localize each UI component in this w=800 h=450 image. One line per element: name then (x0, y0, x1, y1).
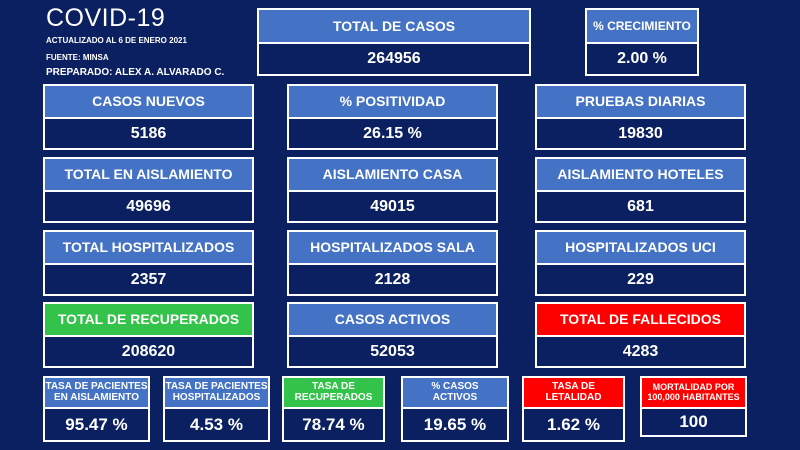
card-value: 208620 (43, 337, 254, 368)
card-label: AISLAMIENTO CASA (287, 157, 498, 192)
card-pruebas-diarias: PRUEBAS DIARIAS 19830 (535, 84, 746, 150)
rate-value: 95.47 % (43, 409, 150, 442)
card-label: TOTAL DE CASOS (257, 8, 531, 44)
card-label: HOSPITALIZADOS SALA (287, 230, 498, 265)
card-value: 2.00 % (585, 44, 699, 76)
card-aislamiento-hoteles: AISLAMIENTO HOTELES 681 (535, 157, 746, 223)
card-crecimiento: % CRECIMIENTO 2.00 % (585, 8, 699, 76)
card-label: TOTAL DE RECUPERADOS (43, 302, 254, 337)
page-title: COVID-19 (46, 4, 166, 32)
rate-tasa-aislamiento: TASA DE PACIENTES EN AISLAMIENTO 95.47 % (43, 376, 150, 442)
card-value: 2357 (43, 265, 254, 296)
updated-date: ACTUALIZADO AL 6 DE ENERO 2021 (46, 36, 187, 45)
card-total-aislamiento: TOTAL EN AISLAMIENTO 49696 (43, 157, 254, 223)
rate-label-line2: RECUPERADOS (294, 391, 373, 403)
rate-label-line2: 100,000 HABITANTES (647, 391, 740, 402)
rate-label-line2: HOSPITALIZADOS (172, 391, 261, 403)
card-total-fallecidos: TOTAL DE FALLECIDOS 4283 (535, 302, 746, 368)
rate-tasa-letalidad: TASA DE LETALIDAD 1.62 % (522, 376, 625, 442)
card-value: 229 (535, 265, 746, 296)
card-value: 681 (535, 192, 746, 223)
rate-label-line2: LETALIDAD (545, 391, 602, 403)
rate-mortalidad: MORTALIDAD POR 100,000 HABITANTES 100 (640, 376, 747, 437)
card-casos-activos: CASOS ACTIVOS 52053 (287, 302, 498, 368)
card-total-recuperados: TOTAL DE RECUPERADOS 208620 (43, 302, 254, 368)
card-value: 19830 (535, 119, 746, 150)
card-label: TOTAL EN AISLAMIENTO (43, 157, 254, 192)
card-value: 49015 (287, 192, 498, 223)
card-label: CASOS NUEVOS (43, 84, 254, 119)
card-label: TOTAL HOSPITALIZADOS (43, 230, 254, 265)
card-total-casos: TOTAL DE CASOS 264956 (257, 8, 531, 76)
card-positividad: % POSITIVIDAD 26.15 % (287, 84, 498, 150)
card-label: PRUEBAS DIARIAS (535, 84, 746, 119)
card-hospitalizados-uci: HOSPITALIZADOS UCI 229 (535, 230, 746, 296)
rate-tasa-hospitalizados: TASA DE PACIENTES HOSPITALIZADOS 4.53 % (163, 376, 270, 442)
rate-label-line2: ACTIVOS (432, 391, 478, 403)
card-casos-nuevos: CASOS NUEVOS 5186 (43, 84, 254, 150)
card-total-hospitalizados: TOTAL HOSPITALIZADOS 2357 (43, 230, 254, 296)
card-label: HOSPITALIZADOS UCI (535, 230, 746, 265)
rate-label-line1: TASA DE PACIENTES (165, 381, 268, 392)
rate-label-line1: TASA DE (552, 381, 595, 392)
card-label: % POSITIVIDAD (287, 84, 498, 119)
card-hospitalizados-sala: HOSPITALIZADOS SALA 2128 (287, 230, 498, 296)
card-value: 49696 (43, 192, 254, 223)
source-text: FUENTE: MINSA (46, 53, 109, 62)
card-value: 52053 (287, 337, 498, 368)
card-value: 4283 (535, 337, 746, 368)
rate-label-line2: EN AISLAMIENTO (53, 391, 139, 403)
card-value: 264956 (257, 44, 531, 76)
rate-value: 100 (640, 409, 747, 437)
card-value: 26.15 % (287, 119, 498, 150)
card-value: 5186 (43, 119, 254, 150)
card-label: CASOS ACTIVOS (287, 302, 498, 337)
rate-value: 4.53 % (163, 409, 270, 442)
card-label: % CRECIMIENTO (585, 8, 699, 44)
card-label: AISLAMIENTO HOTELES (535, 157, 746, 192)
rate-casos-activos: % CASOS ACTIVOS 19.65 % (401, 376, 509, 442)
rate-value: 78.74 % (282, 409, 385, 442)
rate-value: 1.62 % (522, 409, 625, 442)
card-label: TOTAL DE FALLECIDOS (535, 302, 746, 337)
rate-tasa-recuperados: TASA DE RECUPERADOS 78.74 % (282, 376, 385, 442)
card-aislamiento-casa: AISLAMIENTO CASA 49015 (287, 157, 498, 223)
rate-label-line1: TASA DE PACIENTES (45, 381, 148, 392)
rate-label-line1: MORTALIDAD POR (652, 382, 735, 393)
prepared-by: PREPARADO: ALEX A. ALVARADO C. (46, 67, 225, 78)
rate-label-line1: TASA DE (312, 381, 355, 392)
rate-value: 19.65 % (401, 409, 509, 442)
card-value: 2128 (287, 265, 498, 296)
rate-label-line1: % CASOS (431, 381, 479, 392)
